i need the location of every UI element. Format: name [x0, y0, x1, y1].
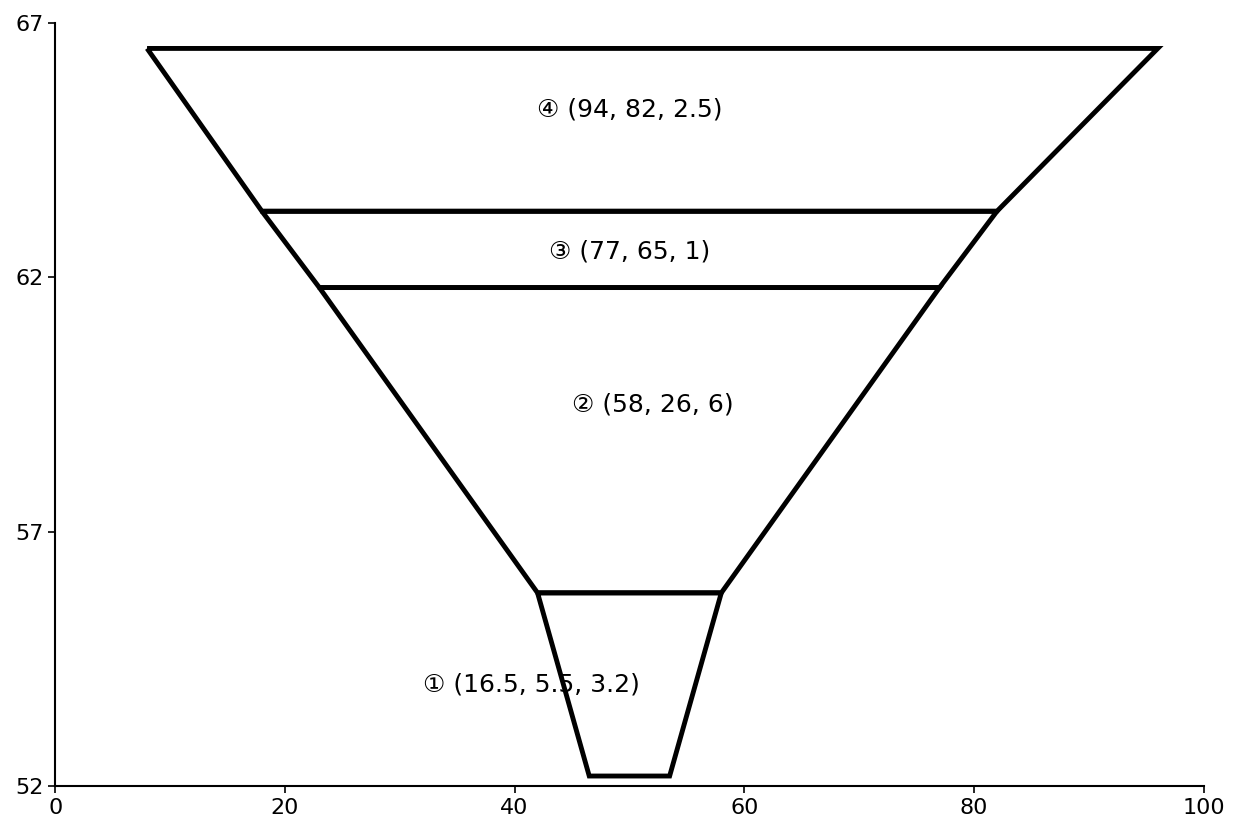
Text: ③ (77, 65, 1): ③ (77, 65, 1): [549, 240, 711, 264]
Text: ① (16.5, 5.5, 3.2): ① (16.5, 5.5, 3.2): [423, 672, 640, 696]
Text: ② (58, 26, 6): ② (58, 26, 6): [572, 392, 733, 416]
Text: ④ (94, 82, 2.5): ④ (94, 82, 2.5): [537, 97, 722, 122]
